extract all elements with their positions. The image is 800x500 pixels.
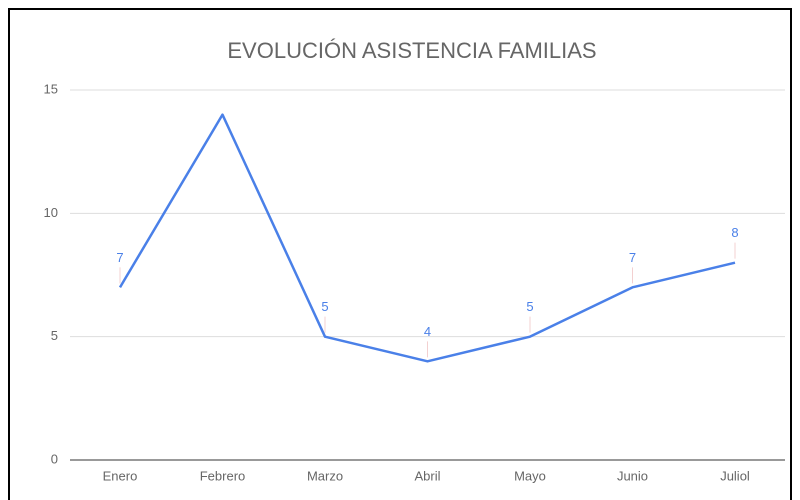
x-tick-label: Marzo — [307, 468, 343, 483]
y-tick-label: 5 — [51, 328, 58, 343]
data-label: 7 — [116, 250, 123, 265]
data-label: 4 — [424, 324, 431, 339]
data-label: 7 — [629, 250, 636, 265]
chart-title: EVOLUCIÓN ASISTENCIA FAMILIAS — [227, 38, 596, 63]
data-label: 5 — [526, 299, 533, 314]
x-tick-label: Enero — [103, 468, 138, 483]
y-tick-label: 0 — [51, 451, 58, 466]
y-tick-label: 15 — [44, 81, 58, 96]
x-tick-label: Febrero — [200, 468, 246, 483]
x-tick-label: Juliol — [720, 468, 750, 483]
x-tick-label: Abril — [414, 468, 440, 483]
data-label: 5 — [321, 299, 328, 314]
x-tick-label: Junio — [617, 468, 648, 483]
x-tick-label: Mayo — [514, 468, 546, 483]
line — [118, 113, 736, 363]
frame — [8, 8, 792, 500]
y-tick-label: 10 — [44, 205, 58, 220]
data-label: 8 — [731, 225, 738, 240]
